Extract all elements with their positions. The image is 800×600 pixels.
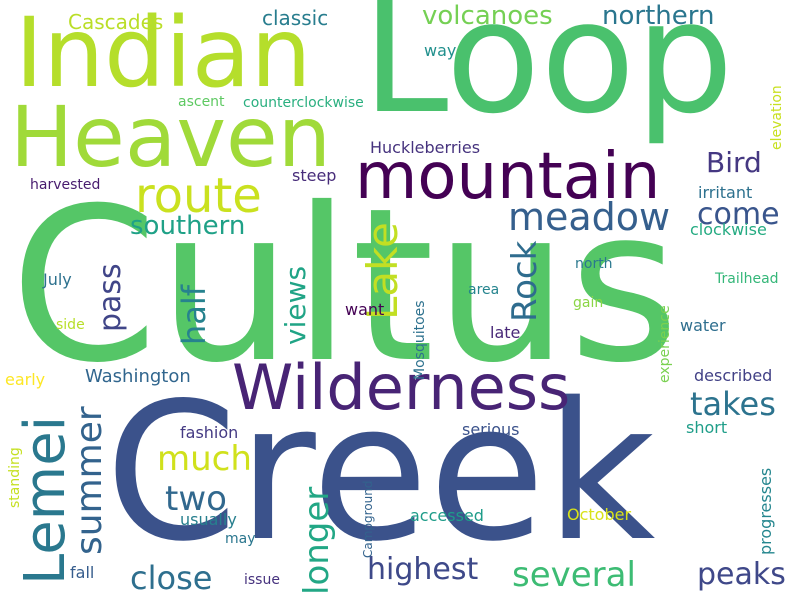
word-water: water [680, 316, 726, 335]
word-volcanoes: volcanoes [422, 1, 553, 31]
word-progresses: progresses [756, 467, 775, 555]
word-classic: classic [262, 6, 329, 30]
word-come: come [697, 197, 780, 232]
word-may: may [225, 531, 256, 547]
word-huckleberries: Huckleberries [370, 138, 481, 157]
word-campground: Campground [361, 480, 375, 559]
word-accessed: accessed [410, 506, 484, 525]
word-experience: experience [657, 305, 673, 383]
word-meadow: meadow [508, 195, 671, 239]
word-mountain: mountain [355, 140, 661, 214]
word-two: two [165, 479, 227, 519]
word-northern: northern [602, 1, 715, 31]
word-summer: summer [69, 406, 110, 555]
word-usually: usually [180, 510, 237, 529]
word-creek: Creek [105, 362, 656, 583]
word-washington: Washington [85, 366, 191, 387]
word-half: half [175, 284, 213, 345]
word-views: views [279, 265, 312, 345]
word-bird: Bird [706, 146, 762, 179]
word-north: north [575, 256, 613, 272]
word-southern: southern [130, 211, 246, 241]
word-area: area [468, 282, 500, 298]
word-want: want [345, 300, 385, 319]
word-loop: Loop [362, 0, 734, 148]
word-mosquitoes: Mosquitoes [412, 300, 428, 380]
word-side: side [56, 317, 85, 333]
word-pass: pass [93, 263, 128, 332]
word-harvested: harvested [30, 177, 101, 193]
word-described: described [694, 366, 773, 385]
word-longer: longer [297, 486, 337, 595]
word-highest: highest [367, 552, 479, 587]
word-several: several [512, 555, 636, 595]
word-early: early [5, 370, 46, 389]
word-indian: Indian [15, 0, 312, 109]
word-close: close [130, 559, 213, 597]
word-clockwise: clockwise [690, 220, 767, 239]
word-fashion: fashion [180, 423, 239, 442]
word-trailhead: Trailhead [715, 271, 779, 287]
word-gain: gain [573, 295, 604, 311]
word-lemei: Lemei [13, 415, 78, 585]
word-serious: serious [462, 420, 520, 439]
word-heaven: Heaven [10, 88, 331, 186]
word-cascades: Cascades [68, 10, 164, 34]
word-issue: issue [244, 572, 280, 588]
word-takes: takes [690, 385, 776, 423]
word-ascent: ascent [178, 94, 225, 110]
word-wilderness: Wilderness [232, 351, 571, 424]
word-peaks: peaks [697, 557, 786, 592]
word-rock: Rock [505, 240, 545, 322]
word-cultus: Cultus [10, 162, 680, 409]
word-steep: steep [292, 166, 337, 185]
word-late: late [490, 323, 521, 342]
word-elevation: elevation [769, 85, 785, 150]
word-irritant: irritant [698, 183, 753, 202]
word-fall: fall [70, 563, 95, 582]
word-october: October [567, 505, 632, 524]
word-much: much [157, 439, 252, 479]
word-july: July [43, 270, 72, 289]
word-standing: standing [7, 447, 23, 508]
word-way: way [424, 41, 457, 60]
word-short: short [686, 418, 728, 437]
word-route: route [135, 168, 262, 224]
word-counterclockwise: counterclockwise [243, 95, 364, 111]
